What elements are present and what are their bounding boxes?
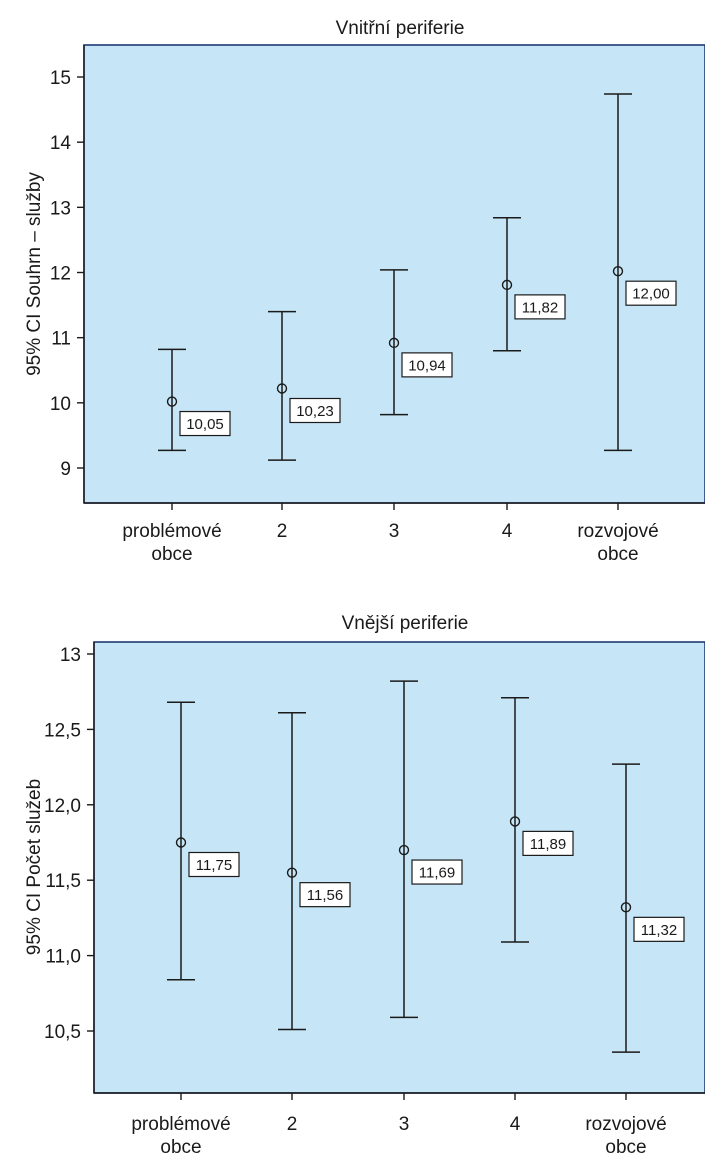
x-tick-label: problémové obce (131, 1114, 230, 1158)
value-label: 11,75 (196, 857, 232, 874)
y-tick-label: 13 (60, 645, 81, 666)
x-tick-label: 4 (510, 1114, 521, 1135)
value-label-box (188, 851, 240, 878)
x-tick-label: 4 (502, 521, 513, 542)
value-label-box (633, 916, 685, 942)
mean-point (398, 844, 410, 856)
y-tick-label: 12 (50, 264, 71, 285)
value-label: 11,89 (530, 836, 566, 853)
x-tick-label: problémové obce (122, 521, 221, 565)
x-tick-label: 3 (399, 1114, 410, 1135)
chart-marks: 9 10 11 12 13 14 15 problémové obce 2 3 4 rozvojové o… (50, 45, 705, 565)
mean-point (388, 337, 400, 349)
y-tick-label: 10,5 (44, 1022, 81, 1043)
value-label-box (411, 859, 463, 885)
value-label-box (289, 397, 341, 424)
value-label-box (522, 830, 574, 856)
value-label-box (401, 352, 453, 378)
y-tick-label: 15 (50, 68, 71, 89)
value-label: 10,05 (186, 416, 224, 433)
plot-area (93, 641, 705, 1094)
chart-panel-outer-periphery: Vnější periferie 95% CI Počet služeb 10,… (24, 613, 705, 1158)
value-label-box (514, 294, 566, 320)
mean-point (620, 902, 632, 913)
mean-point (175, 837, 187, 848)
mean-point (286, 867, 298, 878)
mean-point (501, 279, 513, 291)
y-tick-label: 11,0 (45, 947, 81, 968)
value-label: 12,00 (632, 286, 670, 303)
y-tick-label: 13 (50, 198, 71, 219)
y-tick-label: 14 (50, 133, 72, 154)
value-label-box (179, 410, 231, 437)
mean-point (276, 383, 288, 394)
y-tick-label: 10 (50, 394, 71, 415)
y-tick-label: 9 (60, 459, 71, 480)
value-label: 10,23 (296, 403, 334, 420)
y-tick-label: 11 (51, 329, 71, 350)
chart-panel-inner-periphery: Vnitřní periferie 95% CI Souhrn – služby… (24, 18, 705, 565)
x-tick-label: 3 (389, 521, 400, 542)
value-label: 11,69 (419, 865, 455, 882)
mean-point (612, 265, 624, 277)
y-axis-title: 95% CI Počet služeb (24, 779, 45, 955)
value-label: 11,56 (307, 887, 343, 904)
value-label-box (625, 280, 677, 306)
x-tick-label: 2 (277, 521, 288, 542)
chart-marks: 10,5 11,0 11,5 12,0 12,5 13 problémové obce 2 3 4 r… (44, 642, 705, 1158)
x-tick-label: 2 (287, 1114, 298, 1135)
value-label: 11,82 (522, 299, 558, 316)
x-tick-label: rozvojové obce (577, 521, 658, 565)
mean-point (509, 816, 521, 827)
chart-title: Vnitřní periferie (336, 18, 465, 39)
y-tick-label: 12,0 (44, 796, 81, 817)
y-tick-label: 11,5 (45, 871, 81, 892)
y-tick-label: 12,5 (44, 720, 81, 741)
value-label: 10,94 (408, 357, 446, 374)
mean-point (166, 396, 178, 407)
y-axis-title: 95% CI Souhrn – služby (24, 172, 45, 376)
chart-title: Vnější periferie (342, 613, 469, 634)
value-label: 11,32 (641, 922, 677, 939)
x-tick-label: rozvojové obce (585, 1114, 666, 1158)
value-label-box (299, 882, 351, 908)
